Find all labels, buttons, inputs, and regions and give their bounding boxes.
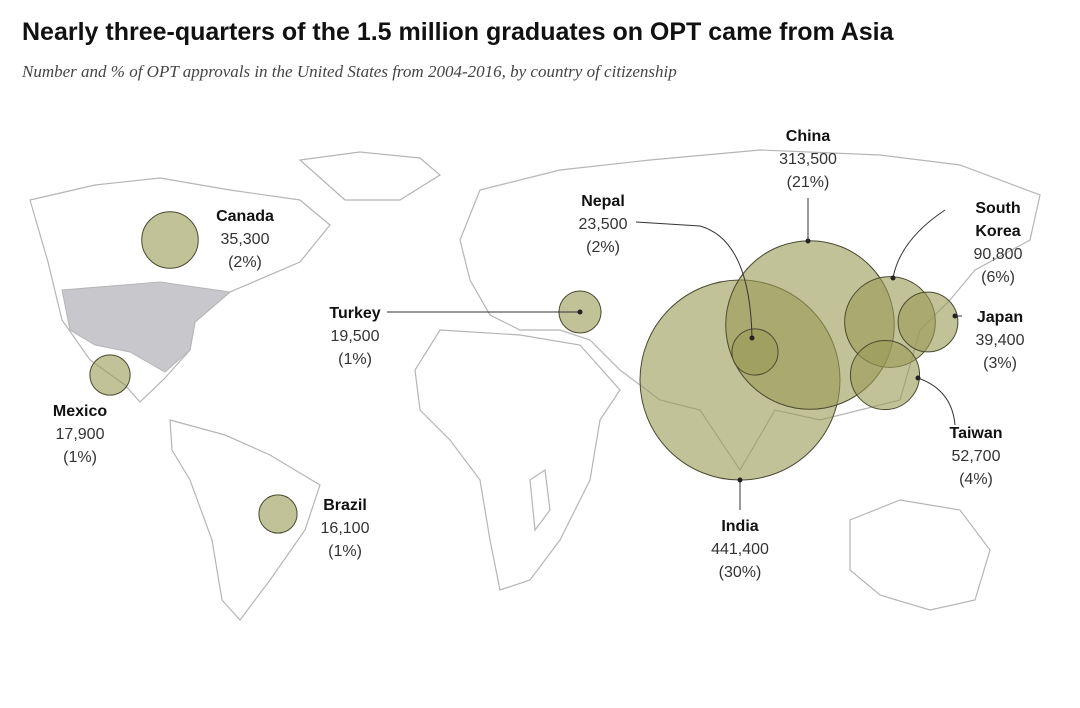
bubble [731, 328, 779, 376]
title: Nearly three-quarters of the 1.5 million… [22, 18, 894, 46]
country-share: (30%) [718, 564, 762, 581]
bubble [89, 354, 131, 396]
country-value: 35,300 [220, 231, 270, 248]
country-name: Mexico [52, 403, 108, 420]
country-value: 90,800 [973, 246, 1023, 263]
country-value: 52,700 [951, 448, 1001, 465]
country-label: South Korea 90,800 (6%) [963, 197, 1033, 289]
bubbles [89, 211, 959, 534]
country-share: (21%) [786, 174, 830, 191]
country-share: (1%) [63, 449, 97, 466]
country-name: Taiwan [949, 425, 1003, 442]
leader-dot [805, 238, 811, 244]
leader-dot [952, 313, 958, 319]
country-share: (1%) [328, 543, 362, 560]
bubble [849, 339, 921, 411]
country-share: (2%) [228, 254, 262, 271]
country-label: Turkey 19,500 (1%) [329, 302, 380, 371]
country-label: China 313,500 (21%) [779, 125, 837, 194]
united-states [61, 281, 232, 373]
country-label: Nepal 23,500 (2%) [579, 190, 628, 259]
subtitle: Number and % of OPT approvals in the Uni… [22, 62, 677, 81]
country-label: India 441,400 (30%) [711, 515, 769, 584]
country-share: (2%) [586, 239, 620, 256]
country-share: (3%) [983, 355, 1017, 372]
country-value: 441,400 [711, 541, 769, 558]
country-name: South Korea [975, 200, 1021, 240]
country-name: India [721, 518, 759, 535]
country-name: Canada [216, 208, 274, 225]
country-value: 16,100 [320, 520, 370, 537]
leader-dot [890, 275, 896, 281]
country-value: 19,500 [330, 328, 380, 345]
country-name: Nepal [581, 193, 625, 210]
country-value: 17,900 [55, 426, 105, 443]
country-value: 39,400 [975, 332, 1025, 349]
country-value: 23,500 [578, 216, 628, 233]
country-name: China [785, 128, 831, 145]
leader-dot [915, 375, 921, 381]
country-share: (4%) [959, 471, 993, 488]
bubble [897, 291, 959, 353]
leader-dot [749, 335, 755, 341]
leader-line [635, 221, 753, 339]
country-name: Turkey [329, 305, 381, 322]
country-label: Taiwan 52,700 (4%) [949, 422, 1002, 491]
leader-line [892, 209, 946, 279]
country-share: (1%) [338, 351, 372, 368]
country-label: Mexico 17,900 (1%) [53, 400, 107, 469]
bubble [141, 211, 199, 269]
country-name: Japan [976, 309, 1024, 326]
country-value: 313,500 [779, 151, 837, 168]
country-label: Canada 35,300 (2%) [216, 205, 274, 274]
country-name: Brazil [323, 497, 367, 514]
bubble [258, 494, 298, 534]
country-label: Brazil 16,100 (1%) [321, 494, 370, 563]
leader-dot [737, 477, 743, 483]
country-label: Japan 39,400 (3%) [976, 306, 1025, 375]
leader-dot [577, 309, 583, 315]
leader-line [917, 377, 956, 426]
country-share: (6%) [981, 269, 1015, 286]
